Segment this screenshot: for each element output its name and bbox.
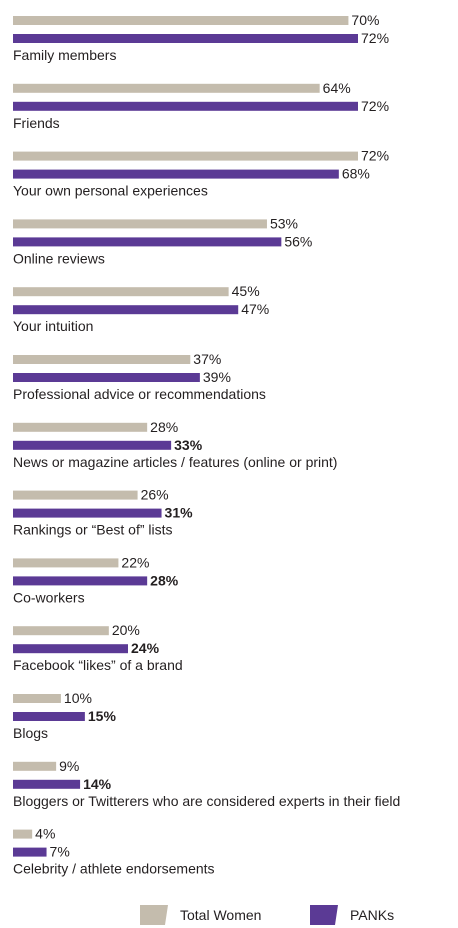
bar-total-women	[13, 761, 57, 771]
bar-panks	[13, 34, 358, 43]
legend-label-total-women: Total Women	[180, 907, 261, 923]
legend-swatch-total-women	[140, 905, 168, 925]
value-label-panks: 68%	[342, 166, 370, 182]
value-label-panks: 14%	[83, 776, 112, 792]
category-label: Friends	[13, 115, 60, 131]
bar-panks	[13, 101, 358, 111]
bar-total-women	[13, 219, 267, 229]
bar-total-women	[13, 829, 33, 839]
value-label-panks: 39%	[203, 369, 231, 385]
bar-panks	[13, 847, 47, 857]
bar-total-women	[13, 422, 148, 432]
value-label-panks: 47%	[241, 301, 269, 317]
value-label-total-women: 72%	[361, 148, 389, 164]
bar-total-women	[13, 151, 358, 161]
category-label: Family members	[13, 47, 116, 63]
value-label-total-women: 45%	[232, 283, 260, 299]
bar-panks	[13, 779, 81, 789]
category-label: Co-workers	[13, 589, 85, 605]
bar-total-women	[13, 355, 191, 364]
value-label-total-women: 28%	[150, 419, 178, 435]
bar-panks	[13, 440, 172, 450]
value-label-total-women: 4%	[35, 826, 55, 842]
bar-total-women	[13, 287, 229, 297]
bar-panks	[13, 169, 339, 179]
value-label-panks: 31%	[165, 505, 194, 521]
value-label-panks: 7%	[50, 844, 70, 860]
value-label-total-women: 53%	[270, 215, 298, 231]
value-label-panks: 15%	[88, 708, 117, 724]
bar-total-women	[13, 694, 61, 703]
category-label: Blogs	[13, 725, 48, 741]
legend-swatch-panks	[310, 905, 338, 925]
category-label: Online reviews	[13, 250, 105, 266]
bar-panks	[13, 644, 128, 654]
value-label-total-women: 22%	[121, 554, 149, 570]
legend-label-panks: PANKs	[350, 907, 394, 923]
category-label: Professional advice or recommendations	[13, 386, 266, 402]
value-label-total-women: 9%	[59, 758, 79, 774]
value-label-panks: 56%	[284, 233, 312, 249]
category-label: Your intuition	[13, 318, 93, 334]
category-label: Your own personal experiences	[13, 183, 208, 199]
bar-total-women	[13, 16, 349, 25]
value-label-total-women: 26%	[141, 487, 169, 503]
bar-panks	[13, 373, 200, 382]
value-label-total-women: 10%	[64, 690, 92, 706]
bar-total-women	[13, 490, 138, 500]
category-label: News or magazine articles / features (on…	[13, 454, 337, 470]
bar-panks	[13, 305, 239, 315]
value-label-total-women: 64%	[323, 80, 351, 96]
category-label: Celebrity / athlete endorsements	[13, 861, 215, 877]
bar-total-women	[13, 558, 119, 568]
value-label-panks: 72%	[361, 30, 389, 46]
category-label: Bloggers or Twitterers who are considere…	[13, 793, 400, 809]
value-label-panks: 24%	[131, 640, 160, 656]
bar-total-women	[13, 83, 320, 93]
category-label: Facebook “likes” of a brand	[13, 657, 183, 673]
value-label-total-women: 20%	[112, 622, 140, 638]
value-label-panks: 28%	[150, 572, 179, 588]
bar-panks	[13, 237, 282, 247]
bar-panks	[13, 712, 85, 721]
bar-total-women	[13, 626, 109, 636]
value-label-total-women: 37%	[193, 351, 221, 367]
value-label-panks: 72%	[361, 98, 389, 114]
bar-panks	[13, 508, 162, 518]
value-label-panks: 33%	[174, 437, 203, 453]
bar-panks	[13, 576, 148, 586]
value-label-total-women: 70%	[351, 12, 379, 28]
category-label: Rankings or “Best of” lists	[13, 522, 173, 538]
